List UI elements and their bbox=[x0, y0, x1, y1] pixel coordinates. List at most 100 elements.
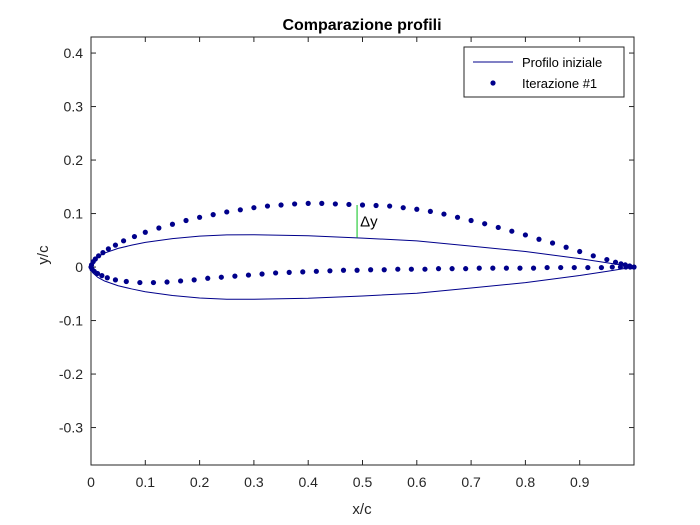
data-point-iterazione bbox=[273, 270, 279, 276]
data-point-iterazione bbox=[558, 264, 564, 271]
data-point-iterazione bbox=[604, 256, 610, 263]
data-point-iterazione bbox=[590, 253, 596, 259]
data-point-iterazione bbox=[617, 264, 624, 270]
data-point-iterazione bbox=[232, 273, 238, 279]
data-point-iterazione bbox=[218, 274, 224, 280]
data-point-iterazione bbox=[598, 264, 605, 271]
x-tick-label: 0 bbox=[87, 474, 95, 490]
data-point-iterazione bbox=[264, 203, 271, 209]
chart-title: Comparazione profili bbox=[282, 17, 441, 34]
data-point-iterazione bbox=[509, 228, 515, 234]
data-point-iterazione bbox=[449, 266, 455, 272]
data-point-iterazione bbox=[346, 201, 352, 208]
data-point-iterazione bbox=[210, 212, 216, 218]
data-point-iterazione bbox=[177, 278, 184, 284]
data-point-iterazione bbox=[395, 266, 401, 272]
data-point-iterazione bbox=[373, 202, 379, 209]
data-point-iterazione bbox=[286, 269, 292, 275]
data-point-iterazione bbox=[400, 205, 406, 211]
data-point-iterazione bbox=[490, 265, 496, 271]
x-axis-label: x/c bbox=[352, 501, 372, 518]
data-point-iterazione bbox=[169, 221, 176, 227]
data-point-iterazione bbox=[278, 202, 284, 208]
legend-box bbox=[463, 46, 625, 98]
data-point-iterazione bbox=[585, 264, 591, 271]
data-point-iterazione bbox=[251, 205, 257, 211]
data-point-iterazione bbox=[104, 275, 110, 281]
data-point-iterazione bbox=[468, 217, 474, 224]
data-point-iterazione bbox=[609, 264, 615, 270]
data-point-iterazione bbox=[150, 279, 157, 286]
data-point-iterazione bbox=[112, 277, 119, 283]
data-point-iterazione bbox=[123, 278, 129, 285]
data-point-iterazione bbox=[623, 264, 629, 270]
x-tick-label: 0.9 bbox=[570, 474, 590, 490]
y-tick-label: -0.3 bbox=[59, 420, 83, 436]
y-tick-label: 0.3 bbox=[64, 99, 84, 115]
data-point-iterazione bbox=[381, 267, 387, 273]
data-point-iterazione bbox=[563, 244, 569, 250]
data-point-iterazione bbox=[549, 240, 556, 246]
data-point-iterazione bbox=[414, 206, 420, 212]
x-tick-label: 0.8 bbox=[516, 474, 536, 490]
data-point-iterazione bbox=[454, 214, 461, 220]
data-point-iterazione bbox=[387, 203, 393, 209]
data-point-iterazione bbox=[205, 275, 211, 281]
data-point-iterazione bbox=[354, 267, 360, 273]
data-point-iterazione bbox=[495, 224, 501, 231]
data-point-iterazione bbox=[191, 277, 197, 283]
data-point-iterazione bbox=[612, 259, 619, 265]
y-tick-label: 0 bbox=[75, 259, 83, 275]
data-point-iterazione bbox=[536, 236, 542, 242]
y-tick-label: -0.2 bbox=[59, 366, 83, 382]
y-axis-label: y/c bbox=[35, 245, 52, 265]
data-point-iterazione bbox=[427, 208, 433, 215]
x-tick-label: 0.6 bbox=[407, 474, 427, 490]
data-point-iterazione bbox=[156, 225, 162, 231]
data-point-iterazione bbox=[408, 266, 414, 272]
data-point-iterazione bbox=[544, 264, 550, 271]
data-point-iterazione bbox=[503, 265, 509, 271]
data-point-iterazione bbox=[340, 267, 347, 273]
data-point-iterazione bbox=[137, 279, 143, 286]
data-point-iterazione bbox=[530, 265, 537, 271]
data-point-iterazione bbox=[245, 272, 252, 278]
data-point-iterazione bbox=[142, 229, 148, 235]
x-tick-label: 0.2 bbox=[190, 474, 210, 490]
data-point-iterazione bbox=[463, 266, 469, 272]
plot-area: 0 0.1 0.2 0.3 0.4 0.5 0.6 0.7 0.8 0.9 -0.3 -0.2 -0.1… bbox=[59, 36, 637, 490]
legend-label-profilo-iniziale: Profilo iniziale bbox=[522, 55, 602, 70]
data-point-iterazione bbox=[571, 264, 577, 271]
x-tick-label: 0.7 bbox=[461, 474, 481, 490]
data-point-iterazione bbox=[319, 200, 325, 206]
data-point-iterazione bbox=[120, 238, 127, 244]
legend-marker-swatch bbox=[490, 80, 496, 86]
data-point-iterazione bbox=[94, 270, 101, 277]
data-point-iterazione bbox=[476, 265, 482, 271]
data-point-iterazione bbox=[183, 217, 189, 224]
data-point-iterazione bbox=[441, 211, 447, 217]
data-point-iterazione bbox=[327, 268, 333, 274]
data-point-iterazione bbox=[368, 267, 374, 273]
data-point-iterazione bbox=[313, 268, 319, 274]
data-point-iterazione bbox=[482, 221, 488, 227]
data-point-iterazione bbox=[197, 214, 203, 220]
data-point-iterazione bbox=[105, 246, 111, 252]
data-point-iterazione bbox=[292, 201, 298, 207]
data-point-iterazione bbox=[259, 271, 265, 277]
data-point-iterazione bbox=[435, 266, 442, 272]
y-tick-label: 0.4 bbox=[64, 45, 84, 61]
legend-label-iterazione: Iterazione #1 bbox=[522, 76, 597, 91]
data-point-iterazione bbox=[517, 265, 523, 271]
data-point-iterazione bbox=[164, 279, 170, 285]
data-point-iterazione bbox=[99, 273, 105, 279]
data-point-iterazione bbox=[359, 202, 366, 208]
delta-y-label: Δy bbox=[360, 213, 378, 230]
data-point-iterazione bbox=[522, 232, 529, 238]
x-tick-label: 0.1 bbox=[136, 474, 156, 490]
data-point-iterazione bbox=[627, 264, 633, 270]
data-point-iterazione bbox=[224, 209, 230, 215]
data-point-iterazione bbox=[237, 207, 243, 213]
